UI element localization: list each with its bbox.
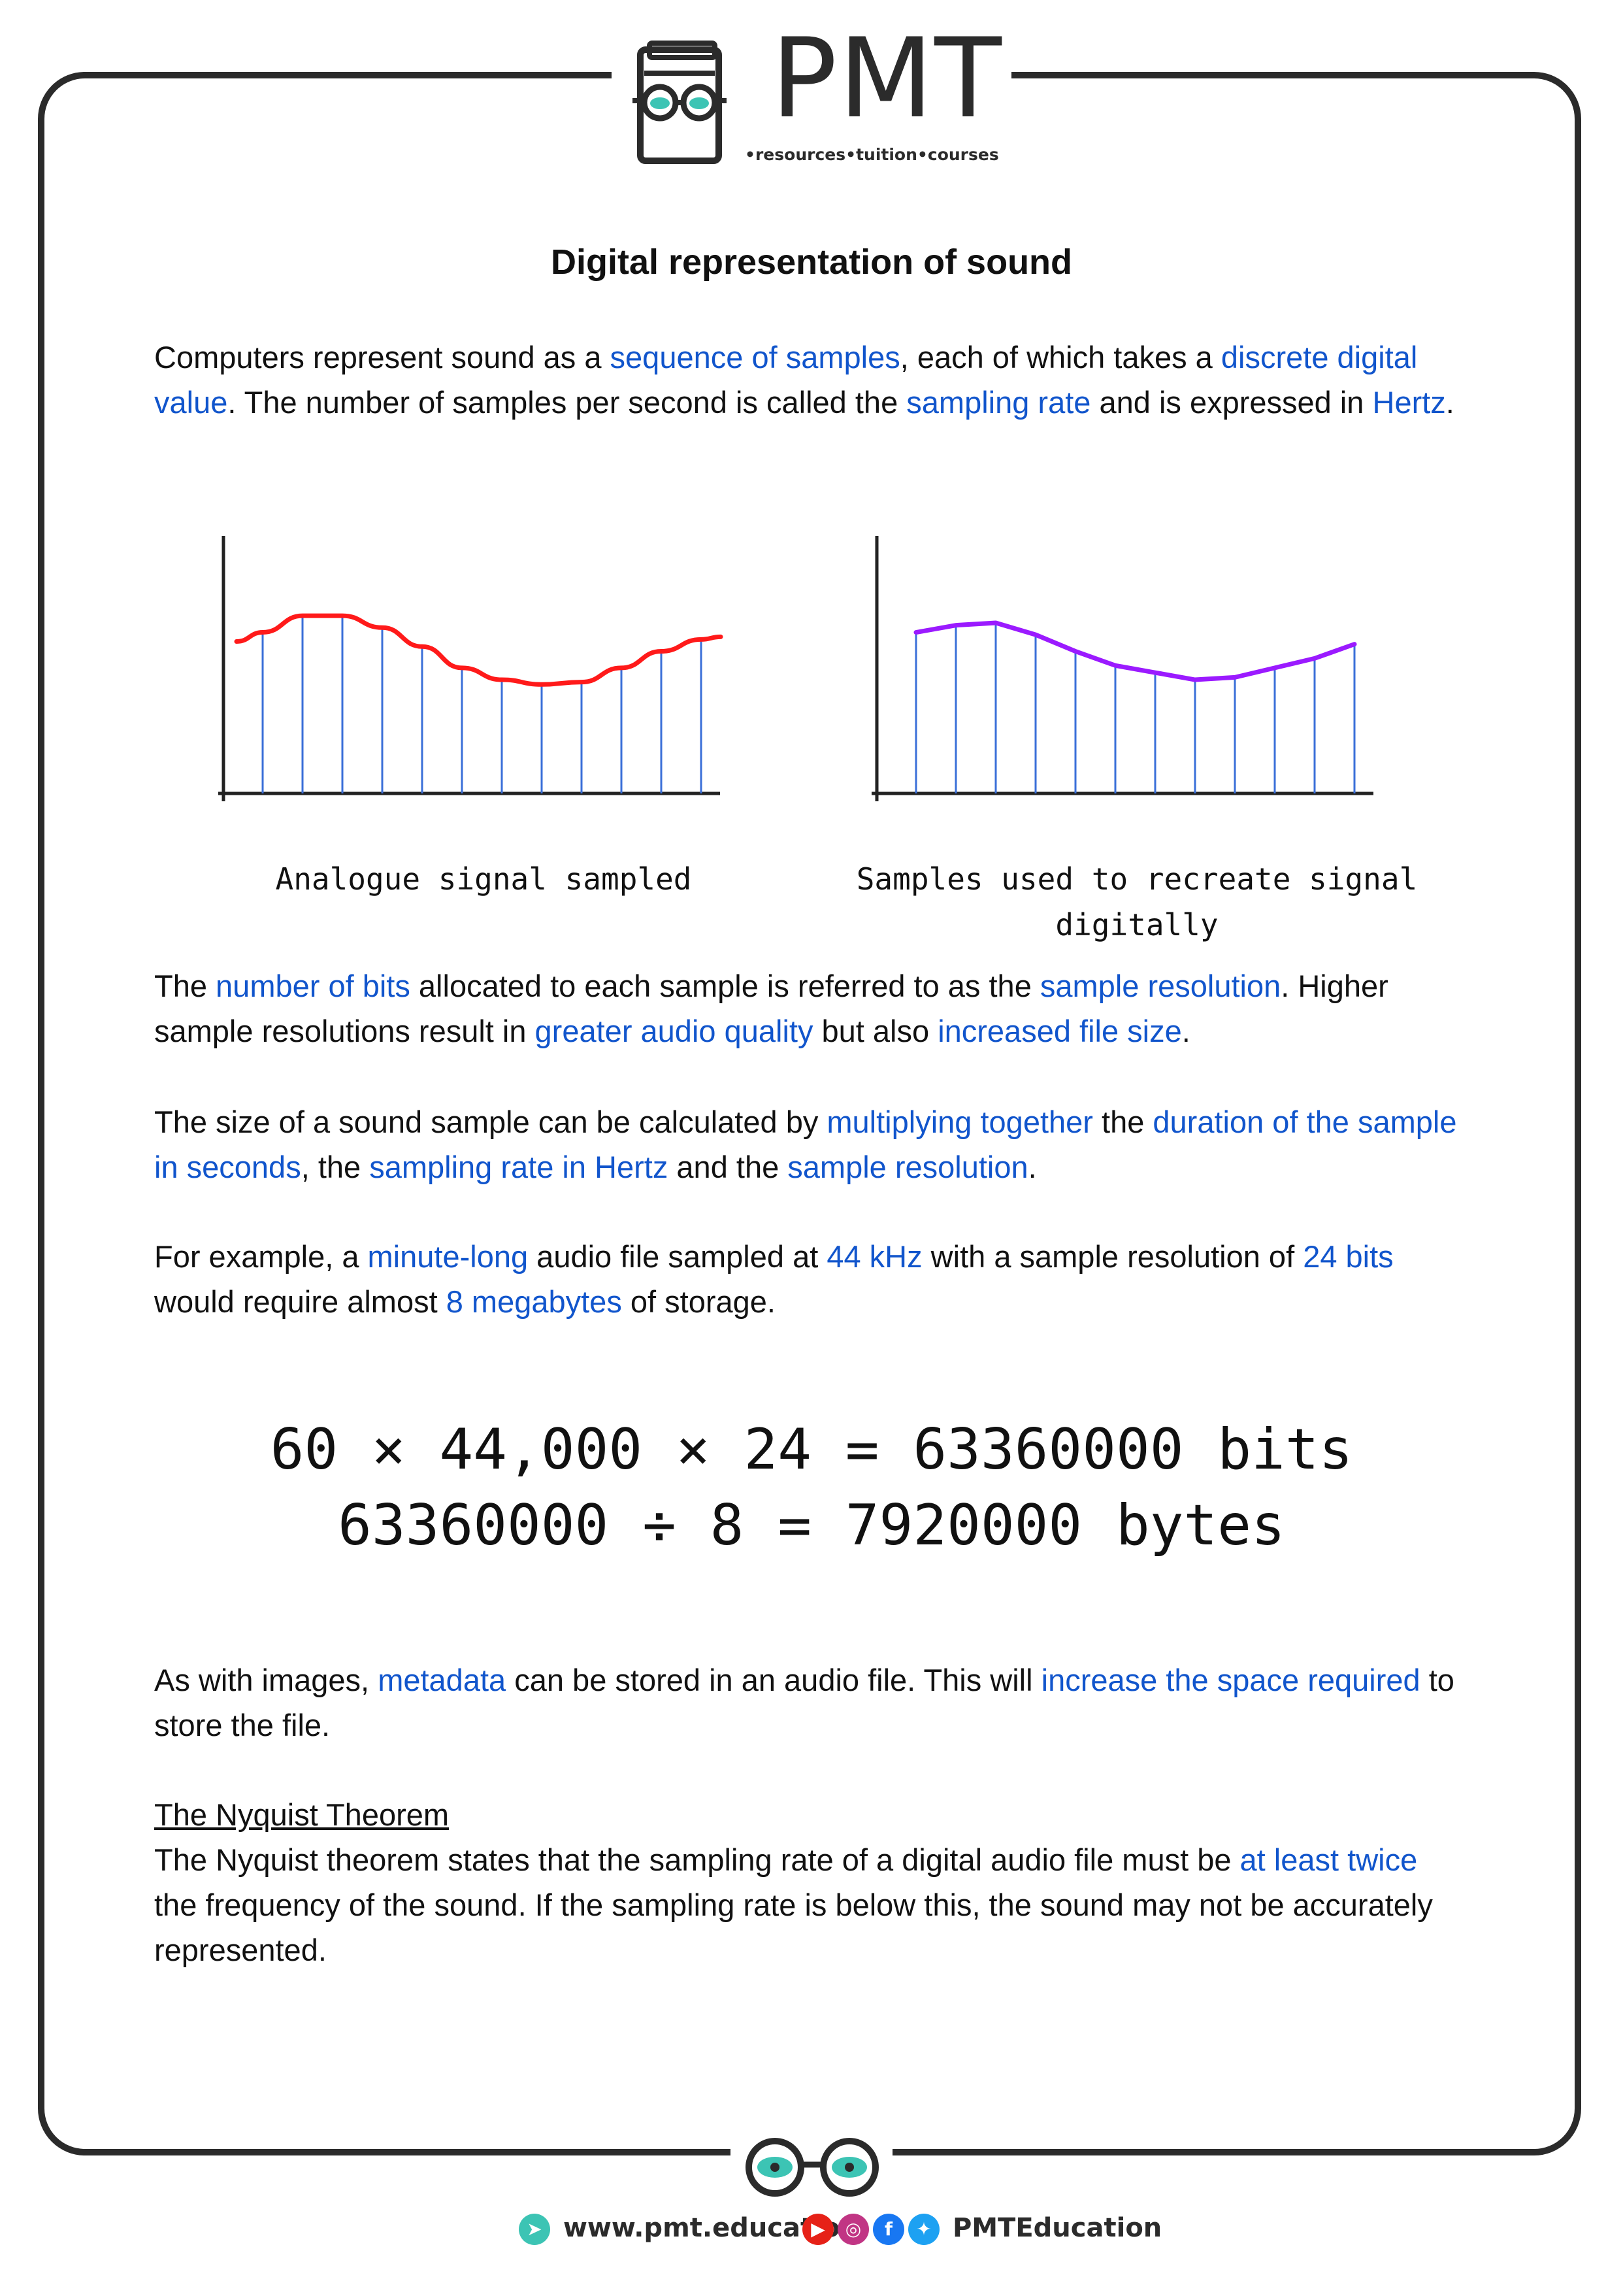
- digital-signal-polyline: [913, 620, 1357, 682]
- nyquist-heading: The Nyquist Theorem: [154, 1797, 450, 1832]
- youtube-icon[interactable]: ▶: [802, 2214, 834, 2245]
- example-paragraph: For example, a minute-long audio file sa…: [154, 1239, 1394, 1319]
- twitter-icon[interactable]: ✦: [908, 2214, 940, 2245]
- glasses-icon: [746, 2138, 879, 2197]
- cursor-icon: ➤: [519, 2214, 550, 2245]
- logo-wordmark: PMT: [771, 14, 1003, 142]
- file-size-paragraph: The size of a sound sample can be calcul…: [154, 1105, 1457, 1184]
- left-figure-caption: Analogue signal sampled: [275, 861, 692, 897]
- facebook-icon[interactable]: f: [873, 2214, 904, 2245]
- intro-paragraph: Computers represent sound as a sequence …: [154, 340, 1454, 420]
- digital-samples-chart: [872, 536, 1373, 801]
- analogue-signal-chart: [218, 536, 723, 801]
- nyquist-section: The Nyquist Theorem The Nyquist theorem s…: [154, 1797, 1433, 1967]
- equation-bits: 60 × 44,000 × 24 = 63360000 bits: [270, 1417, 1353, 1482]
- page-title: Digital representation of sound: [550, 242, 1073, 282]
- book-glasses-logo-icon: [632, 41, 727, 164]
- social-handle[interactable]: PMTEducation: [952, 2213, 1162, 2243]
- right-figure-caption: Samples used to recreate signal digitall…: [856, 861, 1418, 942]
- sample-resolution-paragraph: The number of bits allocated to each sam…: [154, 969, 1388, 1048]
- metadata-paragraph: As with images, metadata can be stored i…: [154, 1663, 1454, 1742]
- analogue-signal-curve: [234, 613, 723, 687]
- logo-tagline: •resources•tuition•courses: [745, 145, 999, 164]
- equation-bytes: 63360000 ÷ 8 = 7920000 bytes: [338, 1493, 1285, 1558]
- footer-social: ▶ ◎ f ✦ PMTEducation: [802, 2213, 1162, 2259]
- instagram-icon[interactable]: ◎: [838, 2214, 869, 2245]
